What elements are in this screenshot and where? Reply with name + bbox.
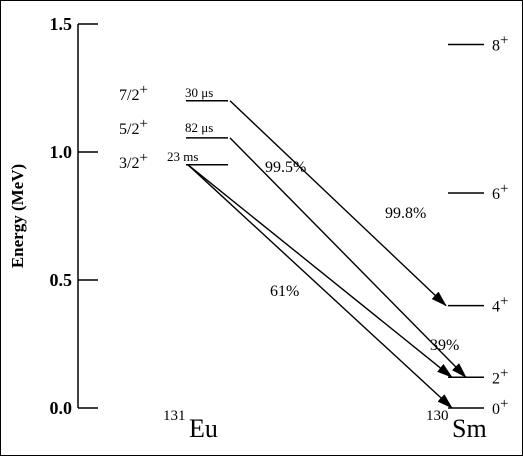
transition-arrow-2 [187,164,453,378]
parent-level-halflife-0: 23 ms [167,149,198,164]
parent-level-spin-2: 7/2+ [119,82,148,104]
parent-levels: 3/2+ 23 ms 5/2+ 82 μs 7/2+ 30 μs [119,82,228,172]
parent-level-halflife-2: 30 μs [185,85,213,100]
daughter-element-symbol: Sm [452,414,487,443]
axis-tick-label-3: 1.5 [50,14,73,34]
transition-branch-0: 99.8% [385,205,426,222]
parent-mass-number: 131 [163,408,186,424]
transition-branch-2: 39% [430,337,459,354]
transition-arrow-0 [229,100,447,307]
daughter-level-spin-4: 8+ [492,32,508,54]
daughter-mass-number: 130 [426,408,449,424]
axis-title: Energy (MeV) [8,164,27,268]
transition-arrow-1 [229,137,467,378]
axis-tick-label-2: 1.0 [50,142,73,162]
daughter-levels: 0+ 2+ 4+ 6+ 8+ [448,32,508,418]
daughter-level-spin-2: 4+ [492,294,508,316]
axis-tick-label-1: 0.5 [50,270,73,290]
transitions: 99.8% 99.5% 39% 61% [187,100,467,409]
transition-arrow-3 [187,164,453,409]
axis-tick-label-0: 0.0 [50,398,73,418]
parent-level-halflife-1: 82 μs [185,120,213,135]
parent-level-spin-1: 5/2+ [119,116,148,138]
axis-ticks: 0.0 0.5 1.0 1.5 [50,14,98,418]
parent-element-symbol: Eu [189,414,218,443]
border [0,0,523,456]
parent-level-spin-0: 3/2+ [119,150,148,172]
daughter-level-spin-1: 2+ [492,365,508,387]
daughter-level-spin-0: 0+ [492,396,508,418]
transition-branch-3: 61% [270,283,299,300]
daughter-level-spin-3: 6+ [492,181,508,203]
transition-branch-1: 99.5% [265,159,306,176]
